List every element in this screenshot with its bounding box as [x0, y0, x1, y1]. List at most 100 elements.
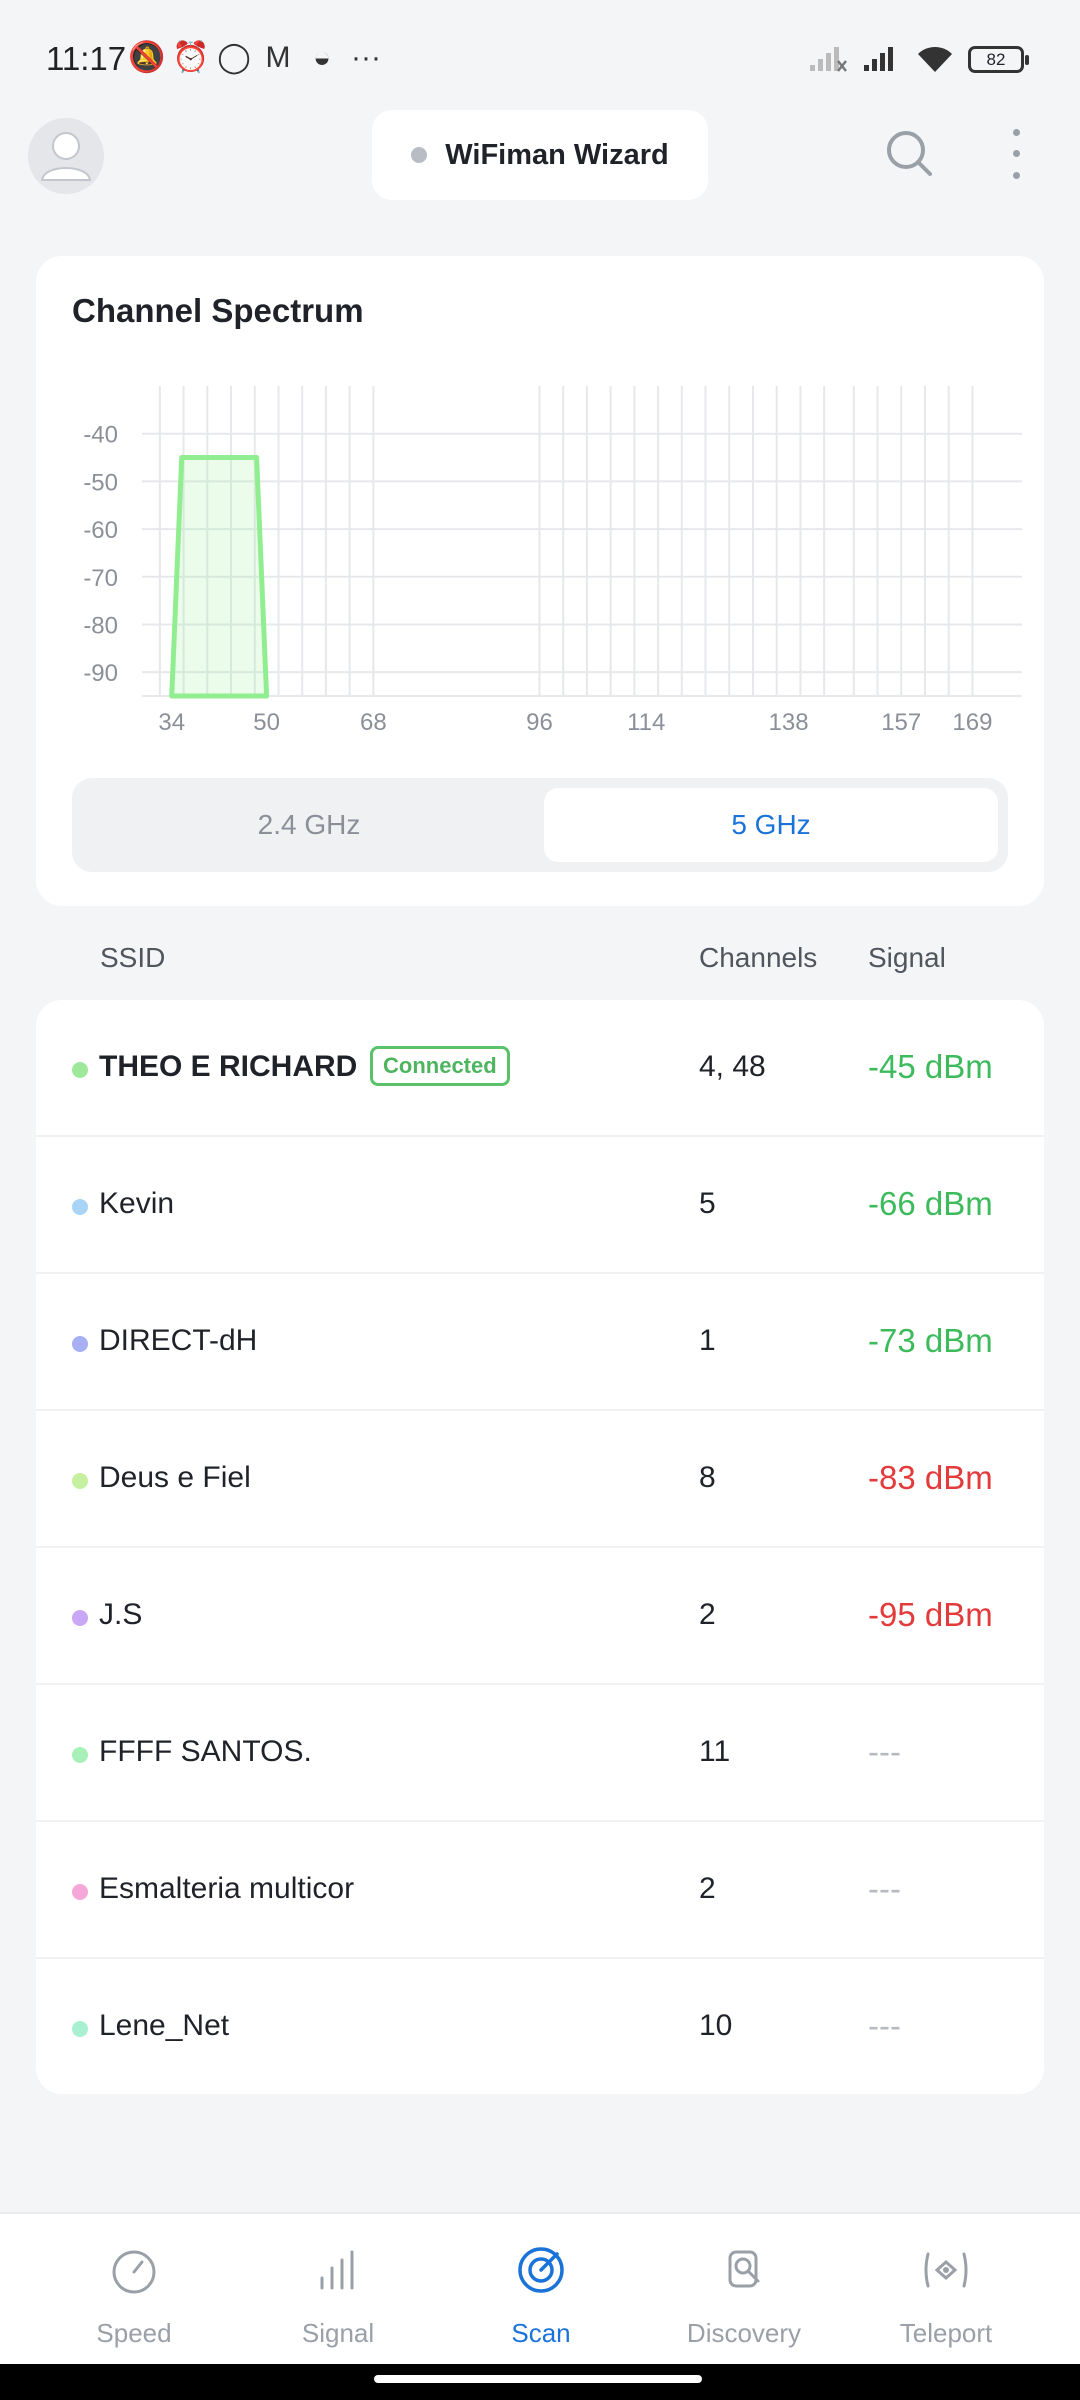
nav-label: Discovery — [686, 2318, 802, 2348]
network-color-dot — [72, 1199, 88, 1215]
nav-signal[interactable]: Signal — [230, 2214, 446, 2366]
network-color-dot — [72, 2021, 88, 2037]
network-signal: -66 dBm — [868, 1185, 993, 1222]
avatar[interactable] — [28, 118, 104, 194]
user-avatar-icon — [40, 132, 92, 181]
network-row[interactable]: Deus e Fiel 8 -83 dBm — [36, 1411, 1044, 1548]
network-list: THEO E RICHARD Connected 4, 48 -45 dBm Kevin… — [36, 1000, 1044, 2094]
y-tick-label: -50 — [83, 469, 118, 496]
system-icons: 82 — [808, 44, 1029, 74]
network-signal: --- — [868, 1870, 901, 1907]
y-tick-label: -70 — [83, 565, 118, 592]
radar-scan-icon — [518, 2247, 564, 2293]
network-color-dot — [72, 1473, 88, 1489]
x-tick-label: 34 — [158, 709, 185, 736]
network-color-dot — [72, 1884, 88, 1900]
app-notification-icon: ◒ — [312, 40, 332, 74]
network-signal: --- — [868, 1733, 901, 1770]
network-channels: 2 — [699, 1598, 716, 1631]
signal-column-header[interactable]: Signal — [868, 942, 946, 973]
network-channels: 2 — [699, 1872, 716, 1905]
network-ssid: FFFF SANTOS. — [99, 1735, 312, 1768]
network-color-dot — [72, 1336, 88, 1352]
search-icon — [887, 131, 932, 176]
band-5ghz-tab[interactable]: 5 GHz — [544, 788, 998, 862]
nav-teleport[interactable]: Teleport — [838, 2214, 1054, 2366]
home-indicator — [374, 2375, 702, 2383]
network-ssid: Lene_Net — [99, 2009, 230, 2042]
wizard-status-dot — [411, 147, 428, 163]
network-ssid: Esmalteria multicor — [99, 1872, 355, 1905]
x-tick-label: 96 — [526, 709, 553, 736]
more-dot — [1012, 129, 1020, 137]
band-selector: 2.4 GHz 5 GHz — [72, 778, 1008, 872]
discovery-device-icon — [728, 2250, 760, 2288]
mute-bell-icon: 🔕 — [128, 41, 166, 74]
card-title: Channel Spectrum — [72, 292, 364, 329]
network-signal: -83 dBm — [868, 1459, 993, 1496]
wizard-title: WiFiman Wizard — [445, 138, 669, 171]
nav-label: Signal — [301, 2318, 375, 2348]
gesture-bar — [0, 2364, 1080, 2400]
network-ssid: Kevin — [99, 1187, 175, 1220]
network-channels: 10 — [699, 2009, 733, 2042]
ssid-column-header[interactable]: SSID — [100, 942, 166, 973]
network-channels: 5 — [699, 1187, 716, 1220]
network-channels: 8 — [699, 1461, 716, 1494]
more-dot — [1012, 171, 1020, 179]
channels-column-header[interactable]: Channels — [699, 942, 818, 973]
network-row[interactable]: Esmalteria multicor 2 --- — [36, 1822, 1044, 1959]
connected-badge: Connected — [370, 1046, 510, 1086]
network-color-dot — [72, 1610, 88, 1626]
network-signal: --- — [868, 2007, 901, 2044]
wizard-button[interactable]: WiFiman Wizard — [372, 110, 708, 200]
battery-icon: 82 — [968, 45, 1029, 73]
network-row[interactable]: Kevin 5 -66 dBm — [36, 1137, 1044, 1274]
spectrum-chart: -40 -50 -60 -70 -80 -90 34 50 68 96 114 138 157 169 — [83, 386, 1022, 736]
network-ssid: Deus e Fiel — [99, 1461, 251, 1494]
x-tick-label: 68 — [360, 709, 387, 736]
x-tick-label: 138 — [769, 709, 809, 736]
y-tick-label: -40 — [83, 422, 118, 449]
network-row[interactable]: DIRECT-dH 1 -73 dBm — [36, 1274, 1044, 1411]
network-signal-area — [169, 455, 270, 699]
network-row[interactable]: Lene_Net 10 --- — [36, 1959, 1044, 2094]
more-options-button[interactable] — [1000, 122, 1032, 186]
band-24ghz-tab[interactable]: 2.4 GHz — [257, 809, 361, 840]
network-ssid: DIRECT-dH — [99, 1324, 258, 1357]
y-tick-label: -80 — [83, 612, 118, 639]
no-sim-signal-icon — [810, 47, 847, 72]
network-channels: 11 — [699, 1735, 731, 1768]
wifi-status-icon — [918, 46, 952, 72]
channel-spectrum-card: Channel Spectrum -40 -50 -60 -70 -80 -90 34 50 6… — [36, 256, 1044, 906]
network-color-dot — [72, 1062, 88, 1078]
network-row[interactable]: J.S 2 -95 dBm — [36, 1548, 1044, 1685]
status-time: 11:17 — [46, 40, 127, 77]
x-tick-label: 157 — [881, 709, 921, 736]
nav-label: Speed — [96, 2318, 172, 2348]
more-notifications-icon: ··· — [351, 40, 381, 74]
network-channels: 1 — [699, 1324, 716, 1357]
network-signal: -95 dBm — [868, 1596, 993, 1633]
search-button[interactable] — [878, 122, 942, 186]
network-ssid: THEO E RICHARD — [99, 1050, 358, 1083]
cell-signal-icon — [864, 47, 893, 71]
nav-label: Teleport — [899, 2318, 993, 2348]
status-bar: 11:17 🔕 ⏰ ◯ M ◒ ··· 82 — [0, 0, 1080, 120]
y-tick-label: -60 — [83, 517, 118, 544]
x-tick-label: 50 — [253, 709, 280, 736]
nav-discovery[interactable]: Discovery — [636, 2214, 852, 2366]
speed-gauge-icon — [112, 2250, 156, 2294]
network-color-dot — [72, 1747, 88, 1763]
y-tick-label: -90 — [83, 660, 118, 687]
bottom-navigation: Speed Signal Scan Discovery Teleport — [0, 2212, 1080, 2364]
x-tick-label: 169 — [952, 709, 992, 736]
nav-scan[interactable]: Scan — [433, 2214, 649, 2366]
network-row[interactable]: THEO E RICHARD Connected 4, 48 -45 dBm — [36, 1000, 1044, 1137]
network-row[interactable]: FFFF SANTOS. 11 --- — [36, 1685, 1044, 1822]
nav-label: Scan — [511, 2318, 571, 2348]
teleport-icon — [924, 2252, 968, 2288]
nav-speed[interactable]: Speed — [26, 2214, 242, 2366]
signal-bars-icon — [320, 2250, 354, 2290]
notification-icons: 🔕 ⏰ ◯ M ◒ ··· — [128, 40, 384, 75]
